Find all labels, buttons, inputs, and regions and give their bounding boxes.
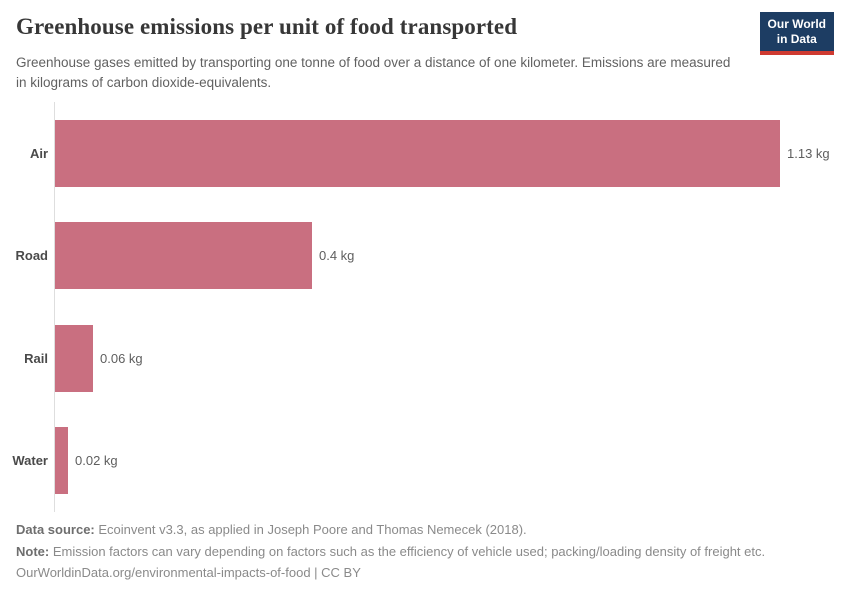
- owid-logo-line2: in Data: [776, 32, 817, 46]
- bar-air[interactable]: [55, 119, 780, 187]
- bar-row-road: Road 0.4 kg: [0, 205, 850, 308]
- category-label-rail: Rail: [24, 350, 48, 366]
- note-text: Emission factors can vary depending on f…: [49, 543, 766, 559]
- data-source-line: Data source: Ecoinvent v3.3, as applied …: [16, 519, 834, 541]
- citation-line: OurWorldinData.org/environmental-impacts…: [16, 565, 361, 580]
- chart-footer: Data source: Ecoinvent v3.3, as applied …: [16, 519, 834, 584]
- note-label: Note:: [16, 543, 50, 559]
- category-label-water: Water: [12, 453, 48, 469]
- owid-logo: Our World in Data: [759, 12, 834, 55]
- value-label-road: 0.4 kg: [319, 248, 355, 264]
- bar-row-water: Water 0.02 kg: [0, 410, 850, 513]
- category-label-road: Road: [15, 248, 49, 264]
- owid-logo-line1: Our World: [767, 17, 826, 31]
- plot-area: Air 1.13 kg Road 0.4 kg Rail 0.06 kg Water 0.02…: [0, 102, 850, 512]
- value-label-air: 1.13 kg: [787, 145, 830, 161]
- data-source-text: Ecoinvent v3.3, as applied in Joseph Poo…: [94, 522, 527, 537]
- category-label-air: Air: [29, 145, 48, 161]
- bar-row-rail: Rail 0.06 kg: [0, 307, 850, 410]
- value-label-water: 0.02 kg: [75, 453, 118, 469]
- value-label-rail: 0.06 kg: [100, 350, 143, 366]
- chart-title: Greenhouse emissions per unit of food tr…: [16, 14, 518, 39]
- bar-water[interactable]: [55, 427, 68, 495]
- chart-subtitle: Greenhouse gases emitted by transporting…: [16, 55, 731, 90]
- y-axis-line: [54, 102, 55, 512]
- bar-road[interactable]: [55, 222, 312, 290]
- bar-row-air: Air 1.13 kg: [0, 102, 850, 205]
- bar-rail[interactable]: [55, 324, 93, 392]
- note-line: Note: Emission factors can vary dependin…: [16, 541, 834, 563]
- data-source-label: Data source:: [16, 522, 95, 537]
